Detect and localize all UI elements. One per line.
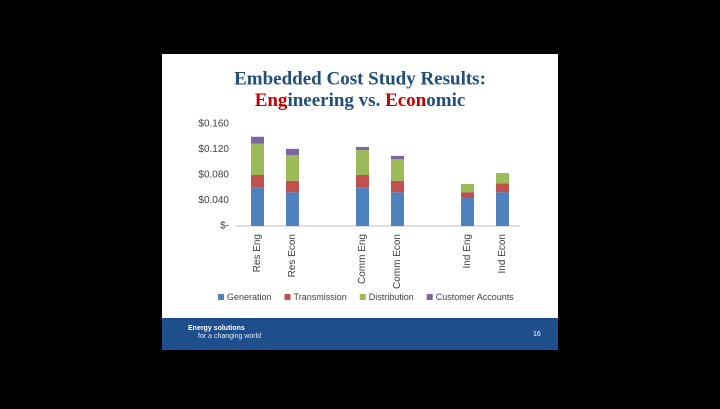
subtitle-part: Eng bbox=[255, 90, 288, 111]
bar-segment bbox=[496, 173, 509, 184]
y-tick-label: $0.120 bbox=[198, 144, 229, 155]
legend-swatch bbox=[359, 294, 366, 300]
bar-segment bbox=[391, 180, 404, 193]
x-tick-label: Res Econ bbox=[287, 234, 298, 277]
bar-segment bbox=[356, 146, 369, 151]
legend-swatch bbox=[218, 294, 224, 300]
bar-segment bbox=[461, 192, 474, 198]
subtitle-part: ineering vs. bbox=[287, 90, 385, 111]
bar-segment bbox=[356, 187, 369, 226]
bar-segment bbox=[461, 183, 474, 193]
bar-segment bbox=[391, 159, 404, 181]
bar-segment bbox=[251, 187, 264, 226]
bar-segment bbox=[286, 192, 299, 226]
legend-label: Generation bbox=[227, 292, 272, 302]
legend-label: Customer Accounts bbox=[436, 292, 515, 302]
x-tick-label: Ind Eng bbox=[462, 234, 473, 268]
x-tick-label: Comm Econ bbox=[392, 234, 403, 289]
page-number: 16 bbox=[533, 331, 541, 338]
legend-swatch bbox=[284, 294, 291, 300]
bar-segment bbox=[251, 136, 264, 144]
bar-segment bbox=[391, 192, 404, 226]
y-tick-label: $- bbox=[220, 221, 229, 232]
bar-segment bbox=[286, 155, 299, 181]
x-tick-label: Comm Eng bbox=[357, 234, 368, 284]
x-tick-label: Res Eng bbox=[252, 234, 263, 272]
footer-tagline: for a changing world bbox=[198, 333, 261, 340]
bar-segment bbox=[356, 175, 369, 188]
legend-swatch bbox=[426, 294, 433, 300]
bar-segment bbox=[286, 148, 299, 156]
bar-segment bbox=[356, 150, 369, 175]
bar-segment bbox=[286, 180, 299, 193]
y-tick-label: $0.160 bbox=[198, 119, 229, 130]
legend-label: Transmission bbox=[294, 292, 347, 302]
chart-subtitle: Engineering vs. Economic bbox=[255, 90, 466, 111]
bar-segment bbox=[496, 192, 509, 226]
x-tick-label: Ind Econ bbox=[497, 234, 508, 273]
subtitle-part: Econ bbox=[385, 90, 427, 111]
chart-title: Embedded Cost Study Results: bbox=[234, 68, 486, 89]
footer-brand: Energy solutions bbox=[188, 325, 245, 332]
y-tick-label: $0.080 bbox=[198, 170, 229, 181]
bar-segment bbox=[251, 175, 264, 188]
y-tick-label: $0.040 bbox=[198, 195, 229, 206]
bar-segment bbox=[251, 143, 264, 175]
bar-segment bbox=[391, 155, 404, 160]
footer-band bbox=[162, 318, 558, 350]
legend-label: Distribution bbox=[369, 292, 414, 302]
bar-segment bbox=[496, 183, 509, 193]
subtitle-part: omic bbox=[426, 90, 465, 111]
bar-segment bbox=[461, 197, 474, 226]
